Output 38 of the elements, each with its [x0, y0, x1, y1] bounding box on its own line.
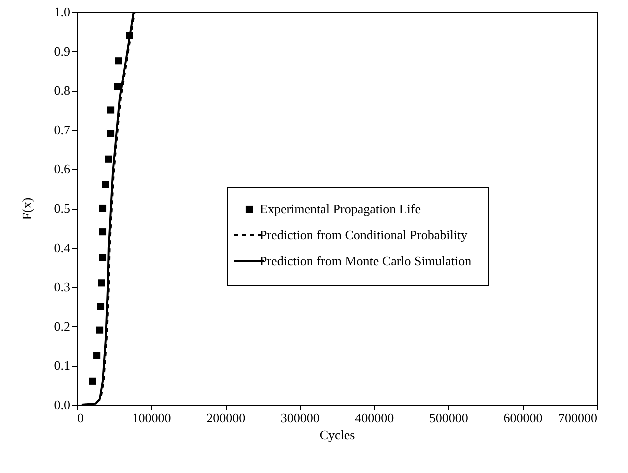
x-tick-label: 300000 [280, 410, 320, 426]
y-tick-label: 0.4 [54, 240, 71, 256]
y-axis-title: F(x) [19, 198, 34, 220]
y-tick-label: 0.7 [54, 122, 71, 138]
legend-label: Prediction from Monte Carlo Simulation [260, 254, 472, 268]
x-tick-label: 400000 [355, 410, 394, 426]
point [98, 280, 106, 287]
point [105, 156, 112, 163]
point [99, 254, 107, 262]
point [94, 352, 101, 360]
point [102, 181, 110, 188]
y-tick-label: 0.0 [54, 398, 70, 412]
x-axis-title: Cycles [320, 428, 356, 442]
legend-label: Prediction from Conditional Probability [260, 228, 468, 242]
y-tick-label: 0.9 [54, 44, 70, 59]
y-tick-label: 1.0 [54, 4, 70, 20]
legend-label: Experimental Propagation Life [260, 202, 422, 216]
x-tick-label: 100000 [132, 410, 172, 426]
point [99, 204, 107, 212]
y-tick-label: 0.1 [54, 358, 70, 374]
x-tick-label: 500000 [429, 410, 468, 426]
point [99, 228, 107, 236]
x-tick-label: 200000 [206, 410, 246, 426]
x-tick-label: 700000 [558, 410, 598, 426]
point [97, 303, 105, 310]
x-tick-label: 0 [78, 410, 84, 426]
point [115, 58, 123, 65]
x-tick-label: 600000 [504, 410, 543, 426]
y-tick-label: 0.3 [54, 280, 70, 295]
point [107, 106, 115, 114]
y-tick-label: 0.8 [54, 83, 70, 98]
point [89, 378, 97, 385]
point [114, 83, 122, 90]
y-tick-label: 0.2 [54, 318, 70, 334]
point [107, 130, 115, 138]
y-tick-label: 0.6 [54, 162, 71, 177]
y-tick-label: 0.5 [54, 201, 70, 216]
point [96, 326, 104, 334]
